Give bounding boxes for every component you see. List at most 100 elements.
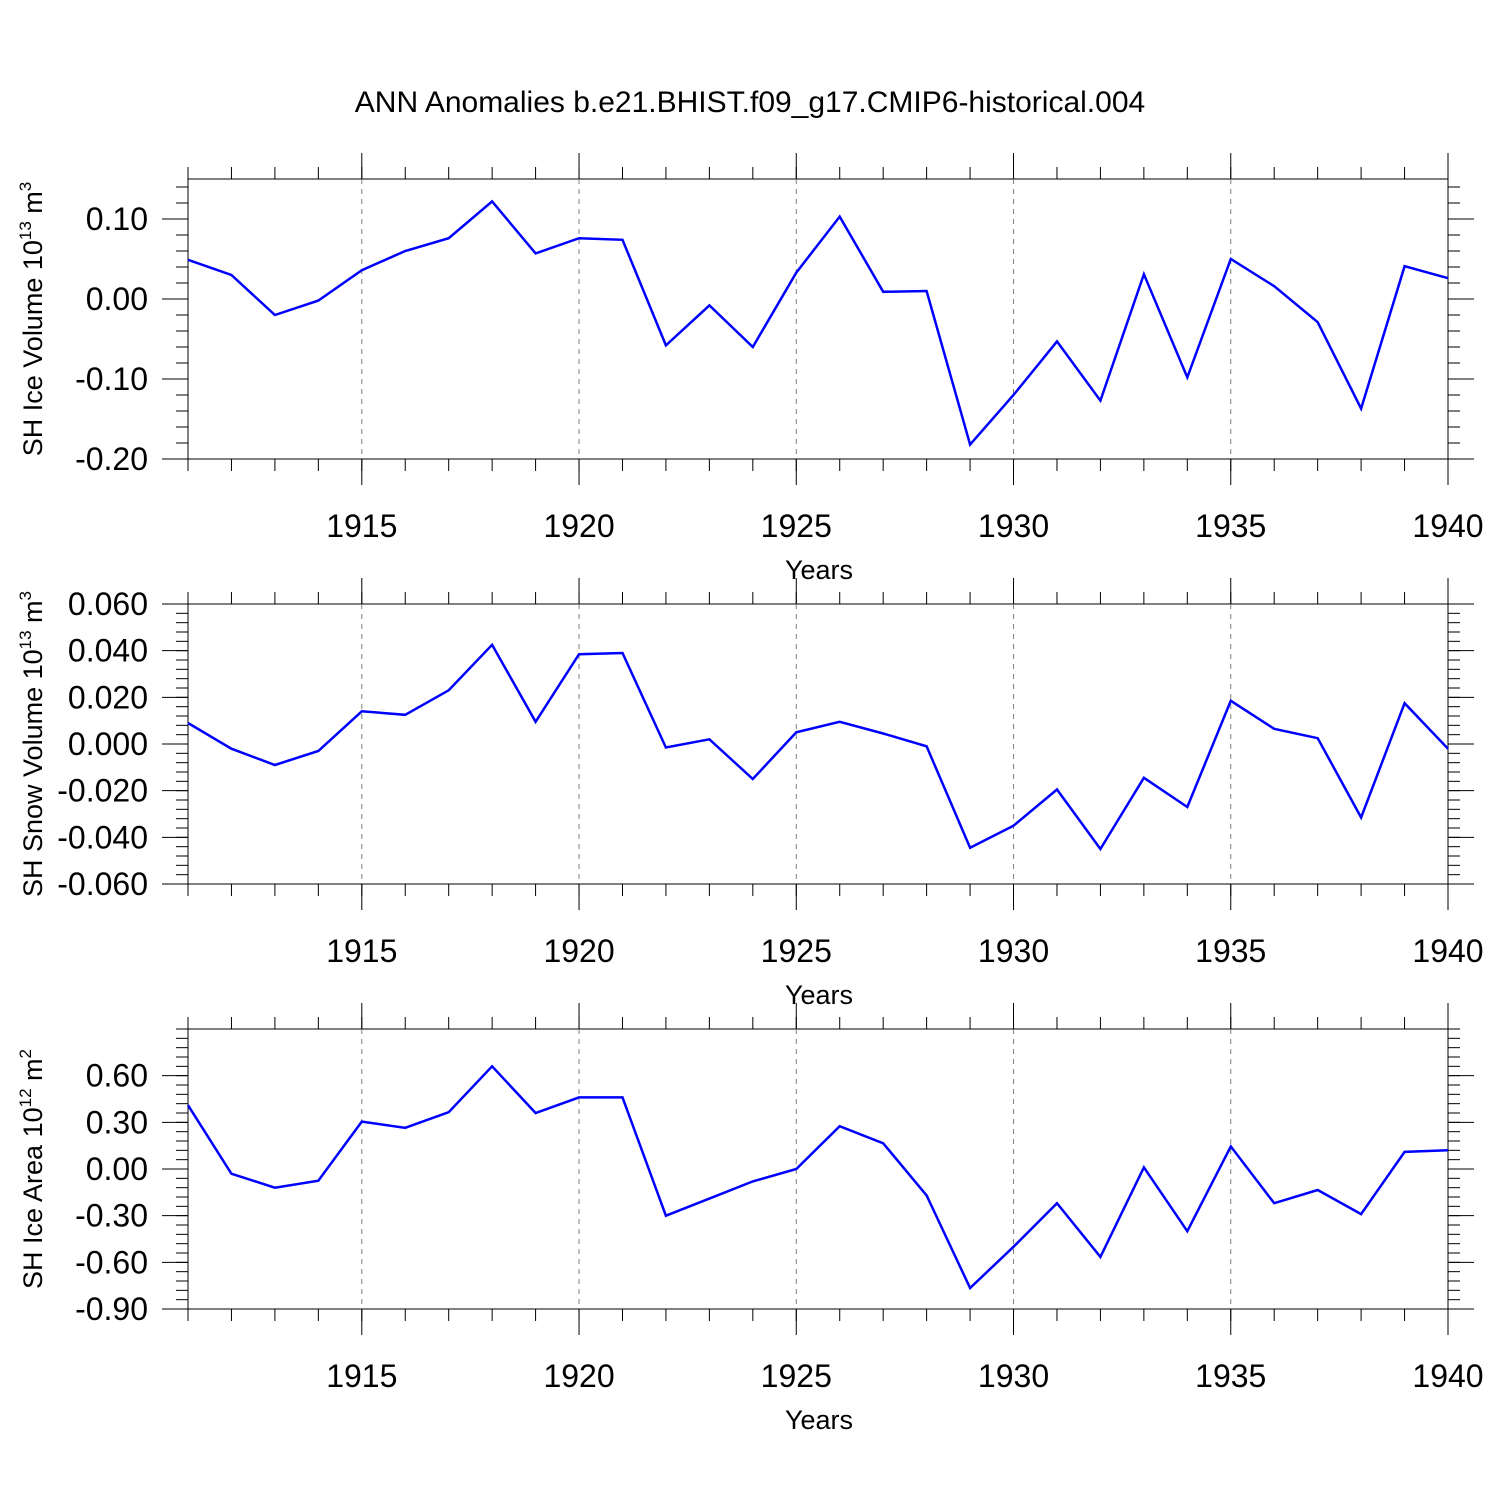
data-point (1446, 747, 1450, 751)
chart-title: ANN Anomalies b.e21.BHIST.f09_g17.CMIP6-… (354, 86, 1146, 119)
data-point (534, 1111, 538, 1115)
y-axis-label: SH Snow Volume 1013 m3 (16, 591, 48, 897)
data-point (1098, 399, 1102, 403)
data-point (447, 1110, 451, 1114)
x-tick-label: 1925 (761, 1358, 832, 1394)
plot-frame (187, 178, 1449, 460)
x-tick-label: 1925 (761, 933, 832, 969)
data-point (838, 215, 842, 219)
data-point (1185, 805, 1189, 809)
panel-1: 1915 1920 1925 1930 1935 1940 Years 0.10 0.00 -0.… (16, 153, 1484, 585)
data-point (1403, 701, 1407, 705)
x-tick-label: 1940 (1412, 933, 1483, 969)
data-point (273, 313, 277, 317)
y-tick-label: -0.040 (57, 819, 148, 855)
y-axis-label: SH Ice Area 1012 m2 (16, 1049, 48, 1289)
data-point (1012, 393, 1016, 397)
data-point (229, 747, 233, 751)
y-tick-label: -0.30 (75, 1198, 148, 1234)
data-point (751, 345, 755, 349)
y-tick-label: -0.20 (75, 441, 148, 477)
data-point (925, 289, 929, 293)
data-point (534, 720, 538, 724)
x-tick-label: 1930 (978, 933, 1049, 969)
data-point (1142, 1165, 1146, 1169)
data-point (316, 299, 320, 303)
x-tick-label: 1920 (543, 933, 614, 969)
y-tick-label: 0.040 (68, 633, 148, 669)
x-tick-label: 1915 (326, 508, 397, 544)
data-point (794, 271, 798, 275)
data-point (1055, 339, 1059, 343)
data-point (403, 1126, 407, 1130)
data-point (577, 1095, 581, 1099)
data-point (664, 343, 668, 347)
data-point (881, 732, 885, 736)
data-point (447, 236, 451, 240)
panel-2: 1915 1920 1925 1930 1935 1940 Years 0.060 0.040 0… (16, 578, 1484, 1010)
data-point (186, 721, 190, 725)
data-point (925, 744, 929, 748)
data-point (1446, 276, 1450, 280)
x-tick-label: 1930 (978, 1358, 1049, 1394)
data-point (229, 273, 233, 277)
data-point (1359, 407, 1363, 411)
plot-frame (187, 603, 1449, 885)
x-axis-label: Years (785, 980, 853, 1010)
data-point (1142, 272, 1146, 276)
x-tick-label: 1940 (1412, 508, 1483, 544)
data-point (534, 251, 538, 255)
x-axis-label: Years (785, 1405, 853, 1435)
panel-3: 1915 1920 1925 1930 1935 1940 Years 0.60 0.30 0.0… (16, 1003, 1484, 1435)
x-tick-label: 1915 (326, 933, 397, 969)
data-point (186, 1103, 190, 1107)
x-tick-label: 1935 (1195, 508, 1266, 544)
data-point (620, 238, 624, 242)
y-tick-label: 0.020 (68, 679, 148, 715)
data-point (490, 1064, 494, 1068)
data-point (490, 199, 494, 203)
y-tick-label: -0.10 (75, 361, 148, 397)
data-point (664, 746, 668, 750)
data-point (273, 763, 277, 767)
data-point (707, 1197, 711, 1201)
data-point (1316, 1188, 1320, 1192)
data-point (707, 303, 711, 307)
data-point (1142, 776, 1146, 780)
data-point (1403, 264, 1407, 268)
x-tick-label: 1935 (1195, 1358, 1266, 1394)
data-point (1229, 699, 1233, 703)
data-point (838, 720, 842, 724)
x-axis-label: Years (785, 555, 853, 585)
data-point (1055, 1201, 1059, 1205)
y-tick-label: 0.10 (86, 201, 148, 237)
data-point (664, 1214, 668, 1218)
plot-frame (187, 1028, 1449, 1310)
data-point (925, 1193, 929, 1197)
data-point (273, 1186, 277, 1190)
data-point (838, 1124, 842, 1128)
data-point (1012, 1245, 1016, 1249)
data-point (229, 1172, 233, 1176)
y-axis-label: SH Ice Volume 1013 m3 (16, 182, 48, 457)
data-point (1446, 1148, 1450, 1152)
data-point (751, 1179, 755, 1183)
data-point (403, 249, 407, 253)
data-point (1185, 1229, 1189, 1233)
data-point (1272, 284, 1276, 288)
data-point (1185, 375, 1189, 379)
x-tick-label: 1940 (1412, 1358, 1483, 1394)
series-line (187, 642, 1449, 852)
data-point (1272, 727, 1276, 731)
x-tick-label: 1920 (543, 1358, 614, 1394)
data-point (1272, 1201, 1276, 1205)
data-point (968, 846, 972, 850)
data-point (751, 777, 755, 781)
x-tick-label: 1920 (543, 508, 614, 544)
x-tick-label: 1930 (978, 508, 1049, 544)
data-point (1055, 788, 1059, 792)
data-point (968, 1286, 972, 1290)
data-point (360, 1120, 364, 1124)
data-point (316, 749, 320, 753)
